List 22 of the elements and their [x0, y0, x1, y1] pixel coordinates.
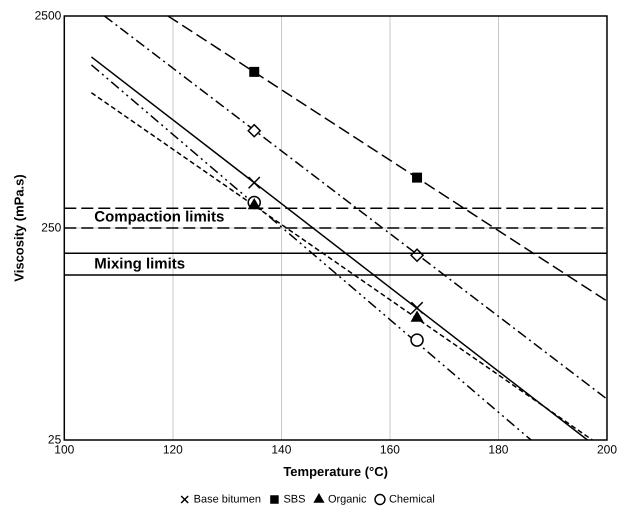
legend-label: Organic [328, 494, 367, 506]
legend-label: Base bitumen [194, 494, 261, 506]
point [410, 333, 424, 347]
x-tick-label: 200 [596, 442, 618, 457]
x-tick-label: 160 [380, 442, 400, 457]
y-tick-label: 250 [41, 220, 62, 234]
point [249, 66, 260, 77]
x-tick-label: 120 [162, 442, 184, 457]
x-axis-title: Temperature (°C) [283, 464, 388, 479]
legend-label: SBS [283, 494, 306, 506]
point [247, 124, 261, 138]
point [410, 301, 424, 314]
ref-line-label: Compaction limits [94, 208, 224, 226]
point [248, 176, 261, 190]
legend-label: Chemical [388, 494, 435, 506]
y-tick-label: 2500 [34, 8, 62, 22]
point [412, 172, 422, 183]
ref-line-label: Mixing limits [94, 256, 186, 273]
x-tick-label: 180 [488, 442, 509, 457]
y-axis-title: Viscosity (mPa.s) [11, 174, 26, 282]
point [411, 311, 423, 322]
x-tick-label: 140 [271, 442, 292, 457]
